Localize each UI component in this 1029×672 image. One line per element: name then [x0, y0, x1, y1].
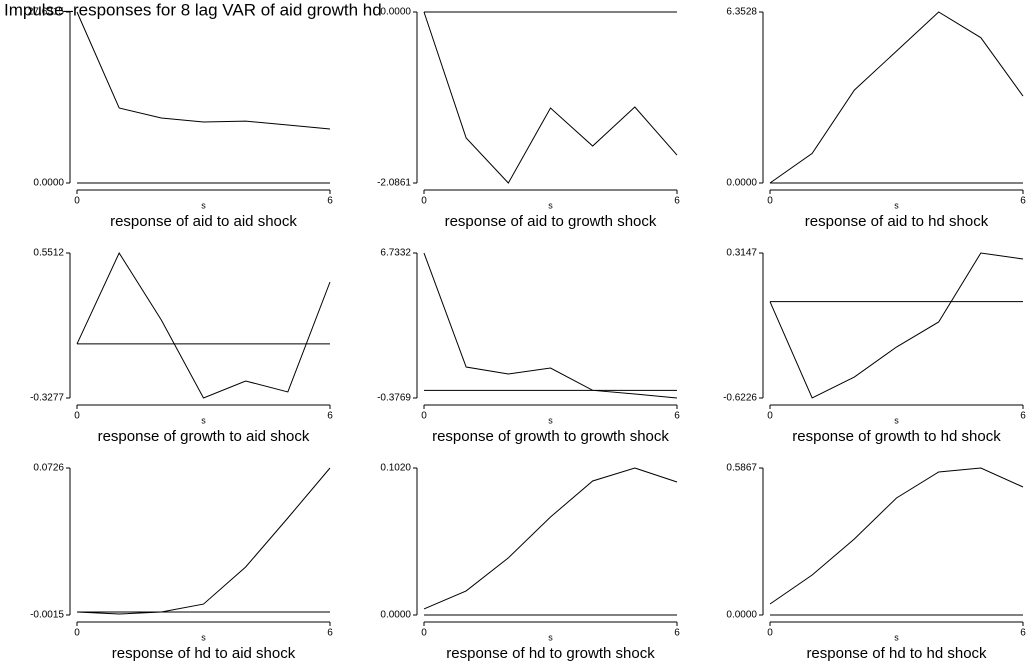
x-tick-label: 0: [421, 411, 427, 422]
subplot-title: response of aid to growth shock: [445, 213, 657, 230]
y-tick-label: 0.5867: [726, 463, 757, 474]
x-axis-label: s: [201, 200, 206, 210]
y-tick-label: 0.0000: [380, 7, 411, 18]
x-axis-label: s: [548, 632, 553, 642]
y-tick-label: -2.0861: [377, 178, 411, 189]
subplot-title: response of hd to hd shock: [806, 645, 987, 662]
x-axis-label: s: [894, 415, 899, 425]
y-tick-label: -0.0015: [30, 610, 64, 621]
subplot-title: response of growth to aid shock: [98, 428, 310, 445]
subplot-title: response of hd to growth shock: [446, 645, 655, 662]
x-tick-label: 0: [421, 628, 427, 639]
subplot-title: response of hd to aid shock: [112, 645, 296, 662]
x-tick-label: 0: [767, 628, 773, 639]
subplot-title: response of growth to hd shock: [792, 428, 1001, 445]
response-line: [76, 11, 331, 130]
response-line: [76, 251, 331, 399]
response-line: [423, 11, 678, 184]
x-tick-label: 6: [327, 196, 333, 207]
y-tick-label: 6.7332: [380, 248, 411, 259]
x-axis-label: s: [548, 200, 553, 210]
x-tick-label: 6: [1020, 196, 1026, 207]
x-tick-label: 0: [74, 196, 80, 207]
y-tick-label: 0.1020: [380, 463, 411, 474]
x-tick-label: 0: [421, 196, 427, 207]
response-line: [76, 467, 331, 615]
subplot-title: response of aid to hd shock: [805, 213, 989, 230]
y-tick-label: 27.6315: [28, 7, 65, 18]
response-line: [769, 467, 1024, 605]
x-tick-label: 0: [74, 411, 80, 422]
response-line: [423, 467, 678, 610]
y-tick-label: 0.0000: [726, 610, 757, 621]
x-tick-label: 0: [767, 411, 773, 422]
y-tick-label: 6.3528: [726, 7, 757, 18]
y-tick-label: -0.3277: [30, 393, 64, 404]
y-tick-label: -0.6226: [723, 393, 757, 404]
x-tick-label: 6: [1020, 628, 1026, 639]
y-tick-label: 0.0000: [380, 610, 411, 621]
x-tick-label: 6: [327, 628, 333, 639]
y-tick-label: 0.0726: [33, 463, 64, 474]
x-axis-label: s: [548, 415, 553, 425]
x-tick-label: 6: [1020, 411, 1026, 422]
x-axis-label: s: [201, 415, 206, 425]
page-title: Impulse–responses for 8 lag VAR of aid g…: [4, 0, 382, 19]
y-tick-label: 0.0000: [33, 178, 64, 189]
response-line: [769, 252, 1024, 399]
x-tick-label: 6: [674, 196, 680, 207]
subplot-title: response of aid to aid shock: [110, 213, 297, 230]
x-tick-label: 6: [674, 628, 680, 639]
x-axis-label: s: [894, 200, 899, 210]
x-axis-label: s: [894, 632, 899, 642]
x-tick-label: 6: [674, 411, 680, 422]
x-tick-label: 0: [74, 628, 80, 639]
x-axis-label: s: [201, 632, 206, 642]
y-tick-label: 0.5512: [33, 248, 64, 259]
response-line: [423, 252, 678, 399]
subplot-title: response of growth to growth shock: [432, 428, 669, 445]
x-tick-label: 0: [767, 196, 773, 207]
response-line: [769, 11, 1024, 184]
x-tick-label: 6: [327, 411, 333, 422]
y-tick-label: 0.3147: [726, 248, 757, 259]
y-tick-label: -0.3769: [377, 393, 411, 404]
y-tick-label: 0.0000: [726, 178, 757, 189]
